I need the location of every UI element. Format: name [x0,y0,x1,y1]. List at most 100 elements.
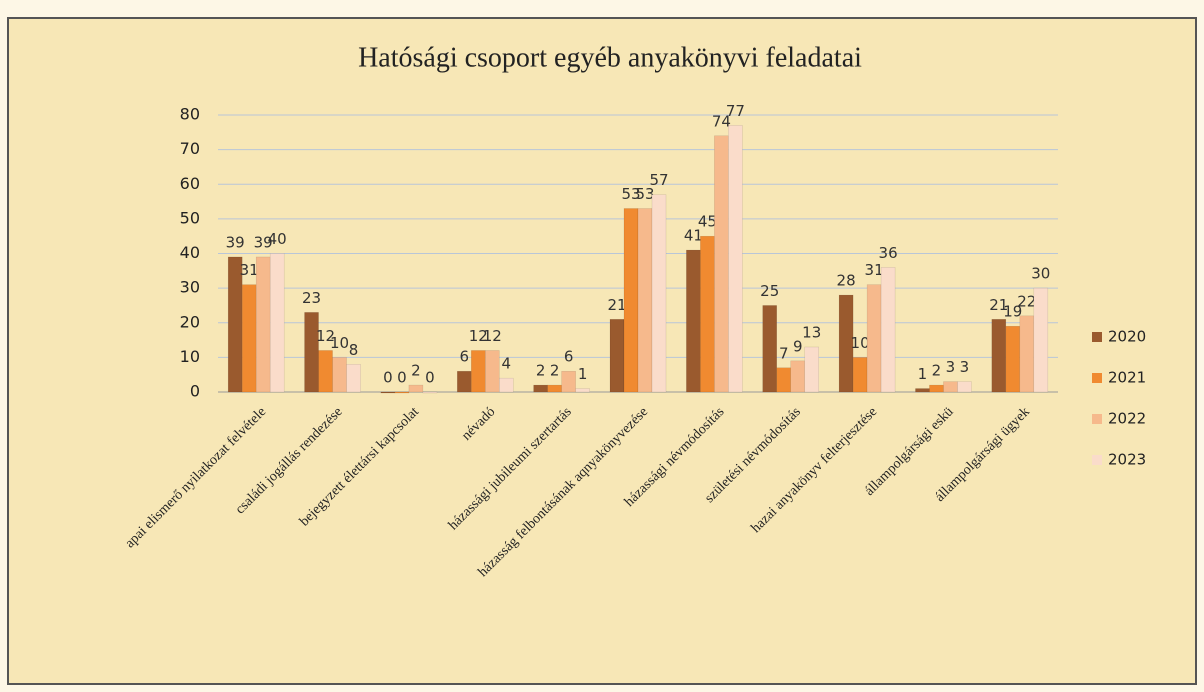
y-tick-label: 0 [190,382,200,401]
data-label: 4 [501,355,511,373]
bar [790,360,805,393]
bar [304,312,319,393]
data-label: 2 [550,362,560,380]
data-label: 21 [607,296,626,314]
legend-swatch [1092,414,1102,424]
bar [1033,287,1049,393]
bar [1005,325,1021,393]
data-label: 12 [316,327,335,345]
bar [776,367,791,393]
y-tick-label: 10 [180,347,200,366]
bar [561,370,576,393]
bar [623,208,639,393]
chart-title: Hatósági csoport egyéb anyakönyvi felada… [358,42,862,73]
bar [547,384,562,393]
data-label: 74 [712,112,731,130]
bar [332,357,347,393]
legend-swatch [1092,455,1102,465]
data-label: 10 [851,334,870,352]
bar [471,350,486,393]
data-label: 12 [483,327,502,345]
y-tick-label: 30 [180,278,200,297]
bar [880,267,896,393]
data-label: 31 [240,261,259,279]
legend-label: 2023 [1108,451,1146,469]
bar [394,391,410,394]
data-label: 40 [268,230,287,248]
bar [485,350,500,393]
bar [651,194,667,393]
bar [700,235,715,393]
data-label: 10 [330,334,349,352]
bar [499,377,514,393]
bar [408,384,424,393]
data-label: 25 [760,282,779,300]
data-label: 57 [649,171,668,189]
data-label: 53 [635,185,654,203]
data-label: 1 [918,365,928,383]
bar [533,384,548,393]
bar [852,357,868,393]
bar [575,388,590,393]
data-label: 36 [879,244,898,262]
y-tick-label: 60 [180,174,200,193]
bar [915,388,930,393]
bar [609,319,625,393]
data-label: 23 [302,289,321,307]
data-label: 41 [684,227,703,245]
y-tick-label: 40 [180,243,200,262]
y-tick-label: 20 [180,312,200,331]
legend-swatch [1092,373,1102,383]
data-label: 0 [397,369,407,387]
bar [346,364,361,393]
data-label: 6 [564,348,574,366]
y-tick-label: 70 [180,139,200,158]
data-label: 2 [932,362,942,380]
bar [457,370,472,393]
data-label: 2 [411,362,421,380]
data-label: 28 [837,272,856,290]
bar [866,284,882,393]
data-label: 45 [698,213,717,231]
bar [255,256,271,393]
legend-label: 2020 [1108,328,1146,346]
data-label: 3 [960,358,970,376]
data-label: 19 [1003,303,1022,321]
bar [804,346,819,393]
data-label: 1 [578,365,588,383]
data-label: 0 [383,369,393,387]
bar [728,125,743,393]
y-tick-label: 80 [180,105,200,124]
data-label: 2 [536,362,546,380]
bar [637,208,653,393]
y-tick-label: 50 [180,208,200,227]
data-label: 6 [459,348,469,366]
data-label: 9 [793,337,803,355]
bar [422,391,438,394]
bar [380,391,396,394]
data-label: 30 [1031,265,1050,283]
data-label: 0 [425,369,435,387]
legend-swatch [1092,332,1102,342]
bar [957,381,972,393]
data-label: 22 [1017,292,1036,310]
bar [1019,315,1035,393]
data-label: 39 [254,233,273,251]
legend-label: 2022 [1108,410,1146,428]
data-label: 13 [802,323,821,341]
data-label: 21 [989,296,1008,314]
bar [838,294,854,393]
data-label: 8 [349,341,359,359]
data-label: 77 [726,102,745,120]
data-label: 12 [469,327,488,345]
data-label: 7 [779,344,789,362]
data-label: 53 [621,185,640,203]
bar [991,319,1007,393]
bar [241,284,257,393]
data-label: 39 [226,233,245,251]
data-label: 31 [865,261,884,279]
bar [318,350,333,393]
bar [762,305,777,393]
bar [714,135,729,393]
